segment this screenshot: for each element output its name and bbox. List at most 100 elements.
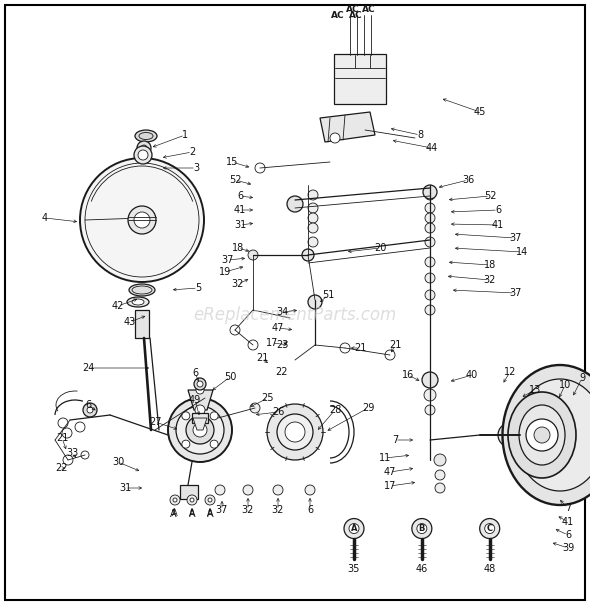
Text: 52: 52 bbox=[229, 175, 241, 185]
Text: 21: 21 bbox=[56, 433, 68, 443]
Ellipse shape bbox=[129, 284, 155, 296]
Circle shape bbox=[187, 495, 197, 505]
Circle shape bbox=[243, 485, 253, 495]
Text: 18: 18 bbox=[232, 243, 244, 253]
Text: AC: AC bbox=[331, 11, 345, 20]
Text: 37: 37 bbox=[509, 288, 521, 298]
Circle shape bbox=[422, 372, 438, 388]
Text: A: A bbox=[206, 509, 214, 519]
Polygon shape bbox=[193, 418, 207, 430]
Text: 30: 30 bbox=[112, 457, 124, 467]
Circle shape bbox=[83, 403, 97, 417]
Circle shape bbox=[81, 451, 89, 459]
Text: A: A bbox=[170, 509, 176, 519]
Text: A: A bbox=[189, 509, 195, 519]
Text: 45: 45 bbox=[474, 107, 486, 117]
Text: 22: 22 bbox=[55, 463, 68, 473]
Text: A: A bbox=[189, 509, 195, 518]
Text: 47: 47 bbox=[272, 323, 284, 333]
Text: 37: 37 bbox=[222, 255, 234, 265]
Text: 27: 27 bbox=[149, 417, 161, 427]
Circle shape bbox=[425, 273, 435, 283]
Circle shape bbox=[340, 343, 350, 353]
Text: 6: 6 bbox=[192, 368, 198, 378]
Circle shape bbox=[63, 455, 73, 465]
Circle shape bbox=[349, 523, 359, 534]
Text: A: A bbox=[207, 509, 213, 518]
Text: 6: 6 bbox=[495, 205, 501, 215]
Text: 23: 23 bbox=[276, 340, 288, 350]
Text: A: A bbox=[350, 524, 358, 533]
Circle shape bbox=[168, 398, 232, 462]
Text: 49: 49 bbox=[189, 395, 201, 405]
Text: 8: 8 bbox=[417, 130, 423, 140]
Circle shape bbox=[193, 423, 207, 437]
Circle shape bbox=[308, 223, 318, 233]
Text: 26: 26 bbox=[272, 407, 284, 417]
Text: C: C bbox=[487, 524, 493, 533]
Circle shape bbox=[423, 185, 437, 199]
Circle shape bbox=[250, 403, 260, 413]
Ellipse shape bbox=[519, 405, 565, 465]
Circle shape bbox=[182, 412, 190, 420]
Circle shape bbox=[308, 203, 318, 213]
Circle shape bbox=[434, 454, 446, 466]
Circle shape bbox=[308, 190, 318, 200]
Circle shape bbox=[134, 146, 152, 164]
Text: 29: 29 bbox=[362, 403, 374, 413]
Ellipse shape bbox=[515, 379, 590, 491]
Text: 11: 11 bbox=[379, 453, 391, 463]
Ellipse shape bbox=[132, 299, 144, 305]
Circle shape bbox=[534, 427, 550, 443]
Circle shape bbox=[80, 158, 204, 282]
Circle shape bbox=[302, 249, 314, 261]
Circle shape bbox=[425, 203, 435, 213]
Text: 32: 32 bbox=[232, 279, 244, 289]
Circle shape bbox=[230, 325, 240, 335]
Circle shape bbox=[526, 419, 558, 451]
Text: 32: 32 bbox=[242, 505, 254, 515]
Text: 34: 34 bbox=[276, 307, 288, 317]
Text: 6: 6 bbox=[237, 191, 243, 201]
Circle shape bbox=[210, 440, 218, 448]
Text: 32: 32 bbox=[272, 505, 284, 515]
Text: 44: 44 bbox=[426, 143, 438, 153]
Text: 21: 21 bbox=[256, 353, 268, 363]
Text: 17: 17 bbox=[384, 481, 396, 491]
Text: 33: 33 bbox=[66, 448, 78, 458]
Ellipse shape bbox=[508, 392, 576, 478]
Ellipse shape bbox=[135, 130, 157, 142]
Text: 40: 40 bbox=[466, 370, 478, 380]
Text: 52: 52 bbox=[484, 191, 496, 201]
Text: 3: 3 bbox=[193, 163, 199, 173]
Text: 18: 18 bbox=[484, 260, 496, 270]
Text: 10: 10 bbox=[559, 380, 571, 390]
Circle shape bbox=[58, 418, 68, 428]
Text: 17: 17 bbox=[266, 338, 278, 348]
Ellipse shape bbox=[127, 297, 149, 307]
Text: AC: AC bbox=[362, 5, 376, 14]
Text: A: A bbox=[172, 509, 178, 518]
Polygon shape bbox=[320, 112, 375, 142]
Circle shape bbox=[424, 389, 436, 401]
Text: 21: 21 bbox=[389, 340, 401, 350]
Text: 22: 22 bbox=[276, 367, 289, 377]
Circle shape bbox=[205, 495, 215, 505]
Circle shape bbox=[277, 414, 313, 450]
Circle shape bbox=[137, 141, 151, 155]
Text: 41: 41 bbox=[234, 205, 246, 215]
Text: 35: 35 bbox=[348, 563, 360, 574]
Text: 37: 37 bbox=[509, 233, 521, 243]
Circle shape bbox=[287, 196, 303, 212]
Text: 41: 41 bbox=[562, 517, 574, 527]
Text: 14: 14 bbox=[516, 247, 528, 257]
Bar bbox=[192, 413, 208, 423]
Circle shape bbox=[425, 190, 435, 200]
Text: 31: 31 bbox=[119, 483, 131, 493]
Circle shape bbox=[182, 440, 190, 448]
Circle shape bbox=[515, 426, 533, 444]
Text: 21: 21 bbox=[354, 343, 366, 353]
Polygon shape bbox=[188, 390, 213, 410]
Circle shape bbox=[308, 237, 318, 247]
FancyBboxPatch shape bbox=[334, 54, 386, 104]
